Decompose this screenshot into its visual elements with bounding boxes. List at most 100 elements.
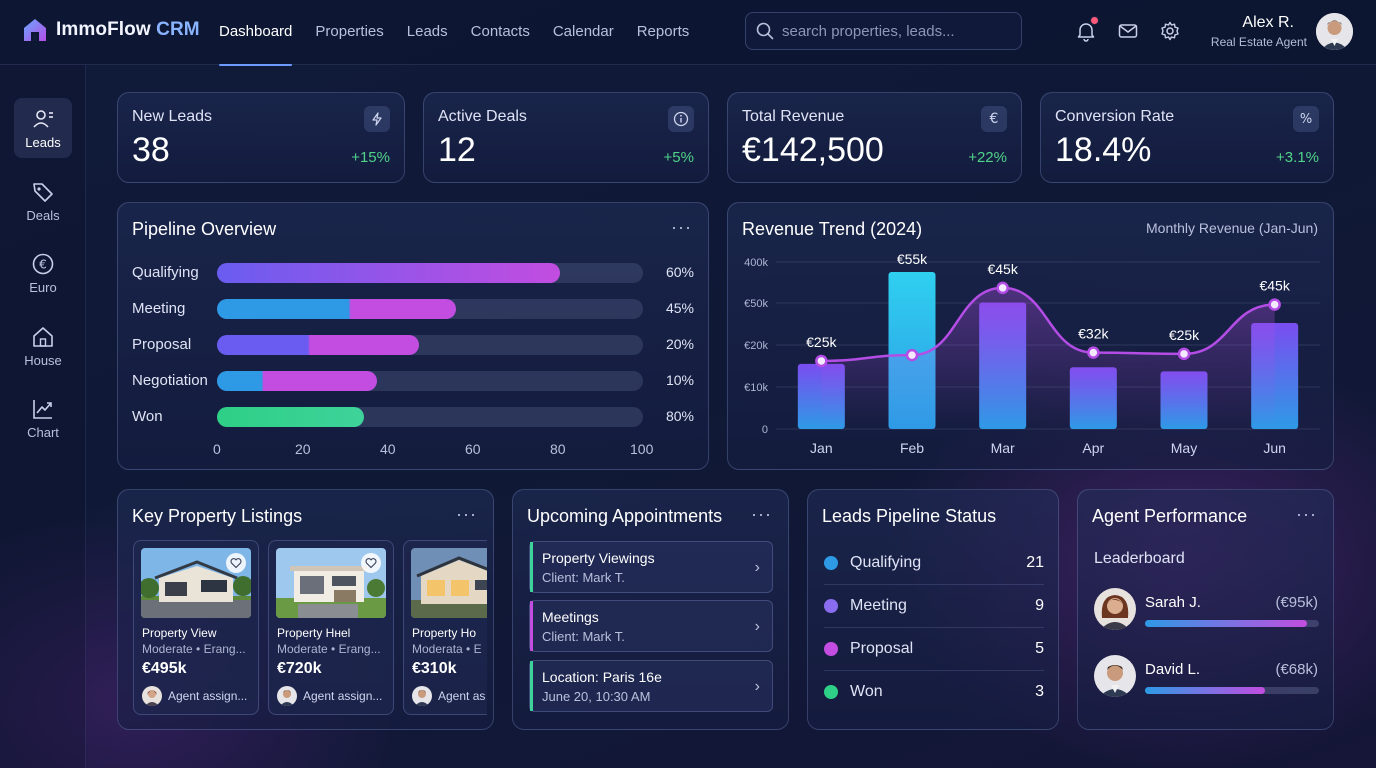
appointment-color-bar bbox=[530, 601, 533, 651]
sidebar-item-house[interactable]: House bbox=[14, 316, 72, 376]
favorite-icon[interactable] bbox=[361, 553, 381, 573]
nav-dashboard[interactable]: Dashboard bbox=[219, 0, 293, 66]
more-icon[interactable]: ··· bbox=[1296, 504, 1317, 524]
appointment-item[interactable]: Meetings Client: Mark T. › bbox=[529, 600, 773, 652]
kpi-change: +22% bbox=[968, 149, 1007, 166]
listing-price: €720k bbox=[277, 660, 322, 677]
axis-tick: 80 bbox=[550, 441, 566, 457]
y-tick-label: €50k bbox=[744, 298, 768, 310]
listing-agent: Agent assign... bbox=[303, 689, 383, 703]
chart-icon bbox=[33, 399, 52, 419]
search-input[interactable] bbox=[782, 22, 1002, 40]
kpi-title: Conversion Rate bbox=[1055, 108, 1175, 125]
pipeline-track bbox=[217, 407, 643, 427]
listing-desc: Moderate • Erang... bbox=[277, 642, 381, 656]
pipeline-stage-label: Won bbox=[132, 408, 163, 425]
nav-leads[interactable]: Leads bbox=[406, 23, 448, 40]
status-value: 9 bbox=[1035, 597, 1044, 614]
status-value: 21 bbox=[1026, 554, 1044, 571]
appointment-sub: June 20, 10:30 AM bbox=[542, 689, 651, 704]
house-icon bbox=[33, 326, 53, 347]
pipeline-bar bbox=[217, 371, 378, 391]
mail-icon[interactable] bbox=[1117, 20, 1139, 42]
listing-agent: Agent assign... bbox=[168, 689, 248, 703]
sidebar-item-leads[interactable]: Leads bbox=[14, 98, 72, 158]
line-point[interactable] bbox=[1268, 298, 1281, 311]
appointment-item[interactable]: Location: Paris 16e June 20, 10:30 AM › bbox=[529, 660, 773, 712]
pipeline-bar bbox=[217, 407, 364, 427]
chevron-right-icon: › bbox=[754, 618, 760, 635]
axis-tick: 60 bbox=[465, 441, 481, 457]
kpi-change: +5% bbox=[663, 149, 694, 166]
agent-avatar[interactable] bbox=[1094, 655, 1136, 697]
sidebar-item-chart[interactable]: Chart bbox=[14, 388, 72, 448]
appointment-sub: Client: Mark T. bbox=[542, 570, 625, 585]
favorite-icon[interactable] bbox=[226, 553, 246, 573]
user-avatar[interactable] bbox=[1316, 13, 1353, 50]
chevron-right-icon: › bbox=[754, 678, 760, 695]
notification-badge bbox=[1090, 16, 1099, 25]
listing-card[interactable]: Property Ho Moderata • E €310k Agent as bbox=[403, 540, 487, 715]
listing-price: €310k bbox=[412, 660, 457, 677]
bolt-icon bbox=[364, 106, 390, 132]
more-icon[interactable]: ··· bbox=[751, 504, 772, 524]
euro-icon: € bbox=[32, 253, 54, 274]
line-point[interactable] bbox=[905, 348, 919, 362]
appointment-color-bar bbox=[530, 542, 533, 592]
kpi-title: New Leads bbox=[132, 108, 213, 125]
kpi-card-new-leads: New Leads 38 +15% bbox=[117, 92, 405, 183]
leaderboard-label: Leaderboard bbox=[1094, 550, 1185, 567]
status-row: Proposal 5 bbox=[824, 628, 1044, 671]
nav-contacts[interactable]: Contacts bbox=[470, 23, 530, 40]
agent-avatar[interactable] bbox=[1094, 588, 1136, 630]
more-icon[interactable]: ··· bbox=[671, 217, 692, 237]
pipeline-pct: 10% bbox=[665, 372, 694, 388]
status-row: Meeting 9 bbox=[824, 585, 1044, 628]
pipeline-row-proposal: Proposal 20% bbox=[132, 334, 694, 356]
line-point[interactable] bbox=[815, 354, 828, 368]
property-listings-card: Key Property Listings ··· Property View … bbox=[117, 489, 494, 730]
listing-card[interactable]: Property Hнel Moderate • Erang... €720k … bbox=[268, 540, 394, 715]
listing-name: Property Hнel bbox=[277, 626, 351, 640]
euro-icon: € bbox=[981, 106, 1007, 132]
pipeline-pct: 80% bbox=[665, 408, 694, 424]
point-label: €32k bbox=[1078, 326, 1109, 342]
appointment-item[interactable]: Property Viewings Client: Mark T. › bbox=[529, 541, 773, 593]
card-title: Upcoming Appointments bbox=[527, 506, 723, 526]
app-logo[interactable]: ImmoFlow CRM bbox=[22, 17, 200, 43]
pipeline-pct: 20% bbox=[665, 336, 694, 352]
property-photo bbox=[141, 548, 251, 618]
pipeline-pct: 45% bbox=[665, 300, 694, 316]
axis-tick: 0 bbox=[213, 441, 221, 457]
listing-card[interactable]: Property View Moderate • Erang... €495k … bbox=[133, 540, 259, 715]
line-point[interactable] bbox=[1177, 347, 1191, 361]
gear-icon[interactable] bbox=[1159, 20, 1181, 42]
pipeline-bar bbox=[217, 335, 420, 355]
line-point[interactable] bbox=[996, 281, 1009, 295]
status-dot bbox=[824, 685, 838, 699]
sidebar-item-deals[interactable]: Deals bbox=[14, 171, 72, 231]
kpi-value: 38 bbox=[132, 131, 170, 169]
listing-desc: Moderate • Erang... bbox=[142, 642, 246, 656]
listing-name: Property Ho bbox=[412, 626, 477, 640]
bell-icon[interactable] bbox=[1075, 20, 1097, 42]
nav-properties[interactable]: Properties bbox=[315, 23, 384, 40]
more-icon[interactable]: ··· bbox=[456, 504, 477, 524]
search-icon bbox=[756, 22, 774, 40]
appointment-title: Meetings bbox=[542, 609, 599, 625]
status-row: Qualifying 21 bbox=[824, 542, 1044, 585]
pipeline-stage-label: Proposal bbox=[132, 336, 192, 353]
y-tick-label: 400k bbox=[744, 257, 768, 269]
pipeline-stage-label: Meeting bbox=[132, 300, 186, 317]
line-point[interactable] bbox=[1087, 346, 1100, 359]
nav-calendar[interactable]: Calendar bbox=[552, 23, 614, 40]
card-title: Pipeline Overview bbox=[132, 219, 277, 239]
status-value: 3 bbox=[1035, 683, 1044, 700]
nav-reports[interactable]: Reports bbox=[636, 23, 690, 40]
sidebar-item-label: Euro bbox=[29, 279, 57, 295]
line-area bbox=[821, 287, 1275, 429]
user-name: Alex R. bbox=[1242, 14, 1294, 31]
status-dot bbox=[824, 556, 838, 570]
sidebar-item-euro[interactable]: € Euro bbox=[14, 243, 72, 303]
percent-icon: % bbox=[1293, 106, 1319, 132]
